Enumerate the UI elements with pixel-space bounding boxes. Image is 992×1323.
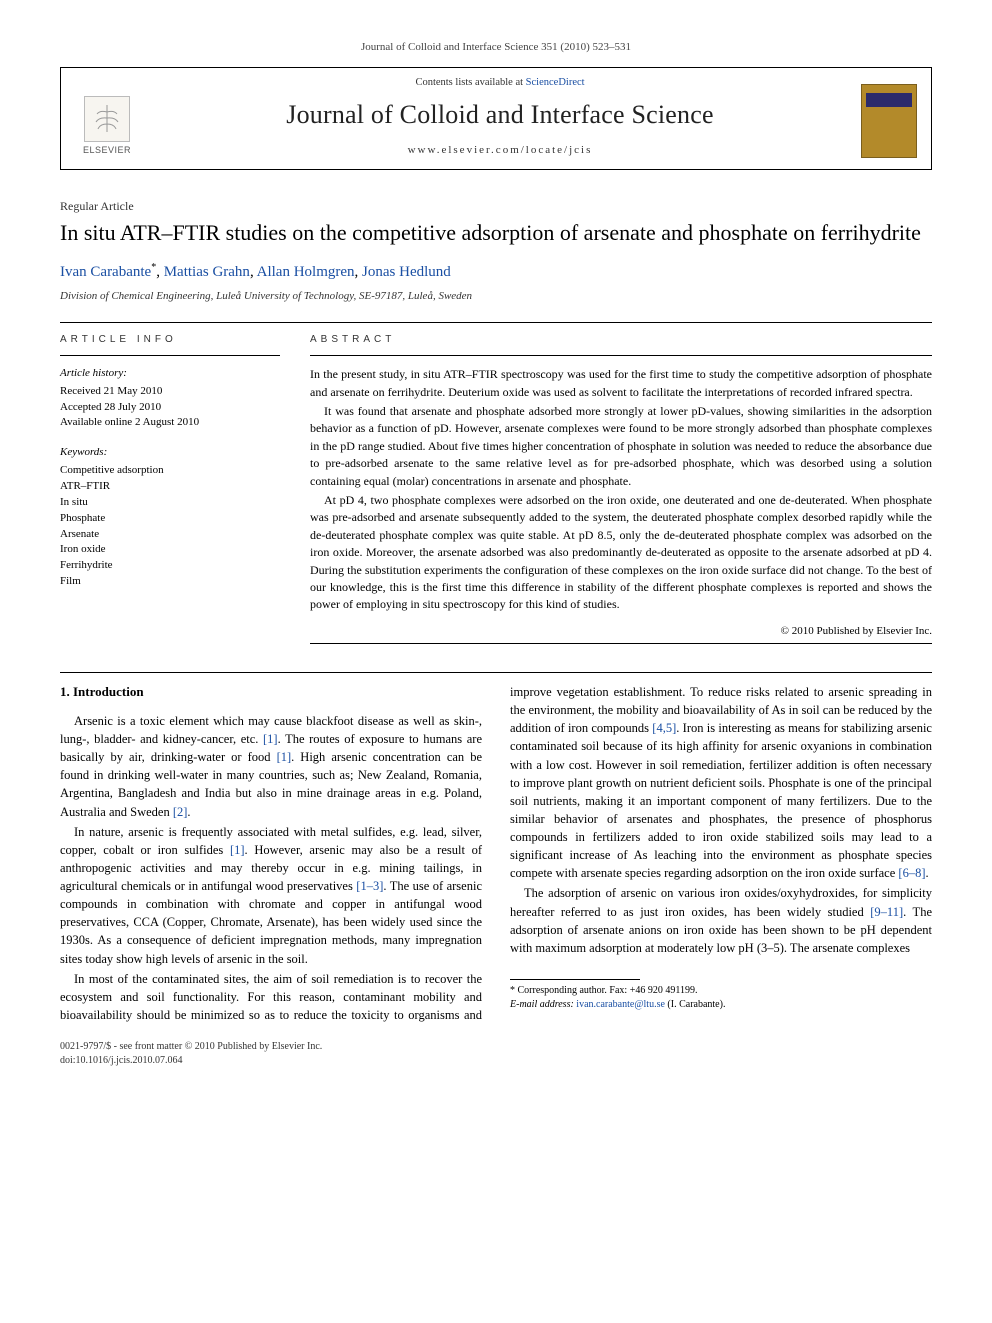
- abstract-copyright: © 2010 Published by Elsevier Inc.: [310, 624, 932, 639]
- contents-lists-line: Contents lists available at ScienceDirec…: [139, 76, 861, 91]
- keyword: Arsenate: [60, 527, 280, 543]
- corr-author-line: * Corresponding author. Fax: +46 920 491…: [510, 984, 932, 998]
- abstract-paragraph: In the present study, in situ ATR–FTIR s…: [310, 366, 932, 401]
- journal-header-box: ELSEVIER Contents lists available at Sci…: [60, 67, 932, 169]
- reference-link[interactable]: [1–3]: [356, 879, 383, 893]
- keyword: In situ: [60, 495, 280, 511]
- reference-link[interactable]: [6–8]: [898, 866, 925, 880]
- article-type: Regular Article: [60, 198, 932, 215]
- keywords-label: Keywords:: [60, 445, 280, 460]
- email-who: (I. Carabante).: [667, 999, 725, 1010]
- body-paragraph: In nature, arsenic is frequently associa…: [60, 823, 482, 968]
- divider: [60, 672, 932, 673]
- abstract-paragraph: At pD 4, two phosphate complexes were ad…: [310, 492, 932, 614]
- abstract-heading: ABSTRACT: [310, 333, 932, 347]
- reference-link[interactable]: [1]: [230, 843, 245, 857]
- reference-link[interactable]: [2]: [173, 805, 188, 819]
- journal-reference: Journal of Colloid and Interface Science…: [60, 40, 932, 55]
- abstract-column: ABSTRACT In the present study, in situ A…: [310, 333, 932, 654]
- article-title: In situ ATR–FTIR studies on the competit…: [60, 219, 932, 247]
- body-text: 1. Introduction Arsenic is a toxic eleme…: [60, 683, 932, 1024]
- journal-title: Journal of Colloid and Interface Science: [139, 97, 861, 133]
- doi-line: doi:10.1016/j.jcis.2010.07.064: [60, 1054, 932, 1068]
- affiliation: Division of Chemical Engineering, Luleå …: [60, 289, 932, 304]
- keyword: Ferrihydrite: [60, 558, 280, 574]
- history-line: Available online 2 August 2010: [60, 415, 280, 431]
- journal-cover-thumbnail: [861, 84, 917, 158]
- reference-link[interactable]: [4,5]: [652, 721, 676, 735]
- reference-link[interactable]: [1]: [263, 732, 278, 746]
- author-link[interactable]: Allan Holmgren: [257, 264, 355, 280]
- contents-prefix: Contents lists available at: [415, 77, 525, 88]
- authors-line: Ivan Carabante*, Mattias Grahn, Allan Ho…: [60, 261, 932, 283]
- history-label: Article history:: [60, 366, 280, 381]
- elsevier-brand-text: ELSEVIER: [83, 144, 131, 157]
- email-label: E-mail address:: [510, 999, 574, 1010]
- abstract-paragraph: It was found that arsenate and phosphate…: [310, 403, 932, 490]
- article-info-heading: ARTICLE INFO: [60, 333, 280, 347]
- history-line: Received 21 May 2010: [60, 384, 280, 400]
- page-footer: 0021-9797/$ - see front matter © 2010 Pu…: [60, 1040, 932, 1068]
- sciencedirect-link[interactable]: ScienceDirect: [526, 77, 585, 88]
- author-link[interactable]: Ivan Carabante: [60, 264, 151, 280]
- keyword: Phosphate: [60, 511, 280, 527]
- elsevier-logo: ELSEVIER: [75, 85, 139, 157]
- article-info-column: ARTICLE INFO Article history: Received 2…: [60, 333, 280, 654]
- author-link[interactable]: Mattias Grahn: [164, 264, 250, 280]
- body-paragraph: The adsorption of arsenic on various iro…: [510, 884, 932, 957]
- footnote-rule: [510, 979, 640, 980]
- history-line: Accepted 28 July 2010: [60, 400, 280, 416]
- divider: [60, 322, 932, 323]
- keyword: Film: [60, 574, 280, 590]
- front-matter-line: 0021-9797/$ - see front matter © 2010 Pu…: [60, 1040, 932, 1054]
- cover-band: [866, 93, 912, 107]
- reference-link[interactable]: [1]: [277, 750, 292, 764]
- corresponding-author-footnote: * Corresponding author. Fax: +46 920 491…: [510, 984, 932, 1012]
- elsevier-tree-icon: [84, 96, 130, 142]
- introduction-heading: 1. Introduction: [60, 683, 482, 702]
- reference-link[interactable]: [9–11]: [870, 905, 903, 919]
- journal-homepage: www.elsevier.com/locate/jcis: [139, 143, 861, 158]
- keyword: Iron oxide: [60, 542, 280, 558]
- keyword: Competitive adsorption: [60, 463, 280, 479]
- corr-email-link[interactable]: ivan.carabante@ltu.se: [576, 999, 665, 1010]
- corresponding-star-icon: *: [151, 262, 156, 273]
- author-link[interactable]: Jonas Hedlund: [362, 264, 451, 280]
- body-paragraph: Arsenic is a toxic element which may cau…: [60, 712, 482, 821]
- keyword: ATR–FTIR: [60, 479, 280, 495]
